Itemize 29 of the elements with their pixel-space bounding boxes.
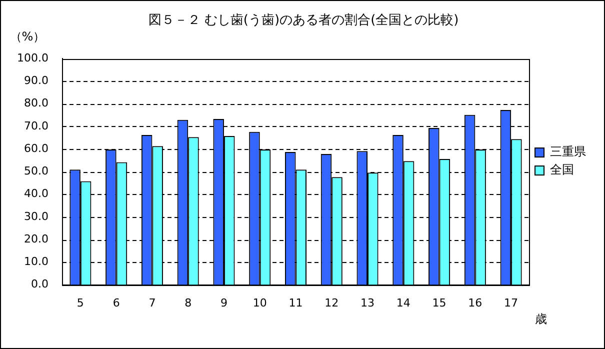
x-tick-label: 17 [504, 296, 518, 310]
x-tick-label: 5 [76, 296, 84, 310]
x-tick-label: 14 [396, 296, 410, 310]
x-axis-title: 歳 [535, 312, 547, 326]
y-tick-label: 90.0 [24, 74, 48, 88]
legend-label: 三重県 [550, 144, 586, 159]
y-tick-label: 40.0 [24, 187, 48, 200]
y-axis-title: （%） [10, 30, 46, 44]
x-tick-label: 8 [184, 296, 192, 310]
chart-title: 図５－２ むし歯(う歯)のある者の割合(全国との比較) [148, 13, 459, 28]
y-tick-label: 0.0 [30, 278, 48, 291]
x-tick-label: 12 [324, 296, 339, 310]
x-tick-label: 15 [432, 296, 446, 310]
y-tick-label: 10.0 [24, 255, 48, 268]
y-tick-label: 80.0 [24, 96, 48, 110]
y-tick-label: 100.0 [16, 51, 48, 64]
y-tick-label: 20.0 [24, 232, 48, 246]
y-tick-label: 70.0 [24, 119, 48, 132]
x-tick-label: 7 [148, 296, 156, 310]
legend-label: 全国 [550, 162, 574, 177]
x-tick-label: 6 [112, 296, 120, 310]
y-tick-label: 30.0 [24, 210, 48, 223]
x-tick-label: 13 [360, 296, 375, 310]
x-tick-label: 9 [220, 296, 228, 310]
x-tick-label: 10 [252, 296, 267, 310]
y-tick-label: 50.0 [24, 164, 48, 178]
y-tick-label: 60.0 [24, 142, 48, 155]
x-tick-label: 11 [288, 296, 303, 310]
x-tick-label: 16 [468, 296, 482, 310]
